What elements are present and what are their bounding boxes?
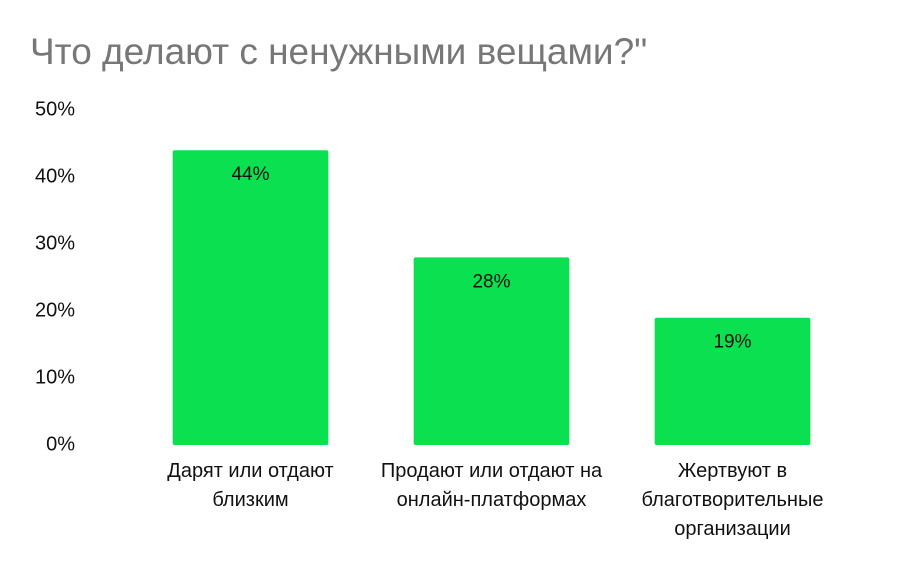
- bar: [413, 257, 570, 445]
- x-tick-label: Продают или отдают на онлайн-платформах: [380, 460, 603, 511]
- x-tick-label: Дарят или отдают близким: [167, 460, 334, 511]
- x-tick-label: Жертвуют в благотворительные организации: [641, 460, 824, 540]
- y-tick-label: 30%: [35, 232, 75, 254]
- value-label: 44%: [231, 164, 269, 185]
- y-tick-label: 0%: [46, 433, 75, 455]
- value-label: 28%: [472, 271, 510, 292]
- y-tick-label: 10%: [35, 366, 75, 388]
- y-tick-label: 20%: [35, 299, 75, 321]
- chart-title: Что делают с ненужными вещами?": [30, 31, 647, 72]
- bar: [654, 317, 811, 445]
- y-tick-label: 40%: [35, 165, 75, 187]
- value-label: 19%: [713, 332, 751, 353]
- y-tick-label: 50%: [35, 98, 75, 120]
- bar: [172, 150, 329, 445]
